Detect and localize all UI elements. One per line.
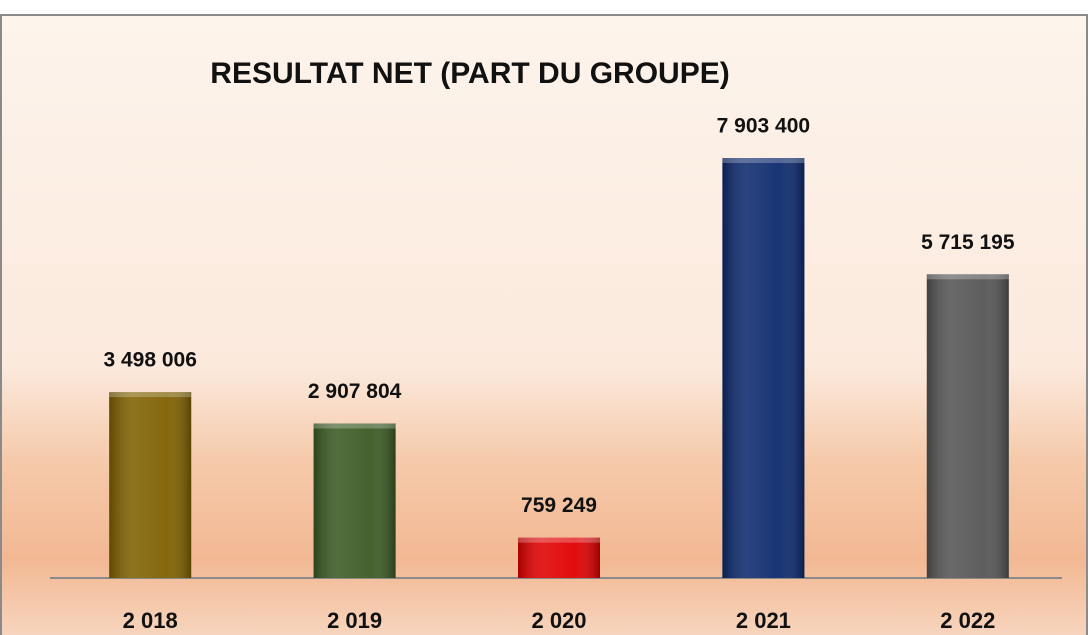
x-tick-label: 2 022	[940, 608, 995, 633]
bar-shine	[518, 537, 600, 578]
x-tick-label: 2 018	[123, 608, 178, 633]
value-label: 7 903 400	[717, 115, 810, 138]
value-label: 3 498 006	[103, 349, 196, 372]
x-tick-label: 2 021	[736, 608, 791, 633]
chart-title: RESULTAT NET (PART DU GROUPE)	[210, 57, 729, 90]
bar-top-edge	[926, 274, 1009, 280]
bar-shine	[926, 274, 1009, 578]
value-label: 5 715 195	[921, 231, 1015, 254]
value-label: 2 907 804	[308, 380, 402, 403]
bar-top-edge	[518, 537, 600, 543]
value-label: 759 249	[521, 494, 597, 517]
bar-top-edge	[313, 423, 396, 429]
x-tick-label: 2 019	[327, 608, 382, 633]
bar-top-edge	[722, 158, 805, 163]
bar-shine	[722, 158, 805, 578]
x-tick-label: 2 020	[531, 608, 586, 633]
bar-top-edge	[109, 392, 192, 398]
bar-shine	[109, 392, 192, 578]
bar-shine	[313, 423, 396, 578]
